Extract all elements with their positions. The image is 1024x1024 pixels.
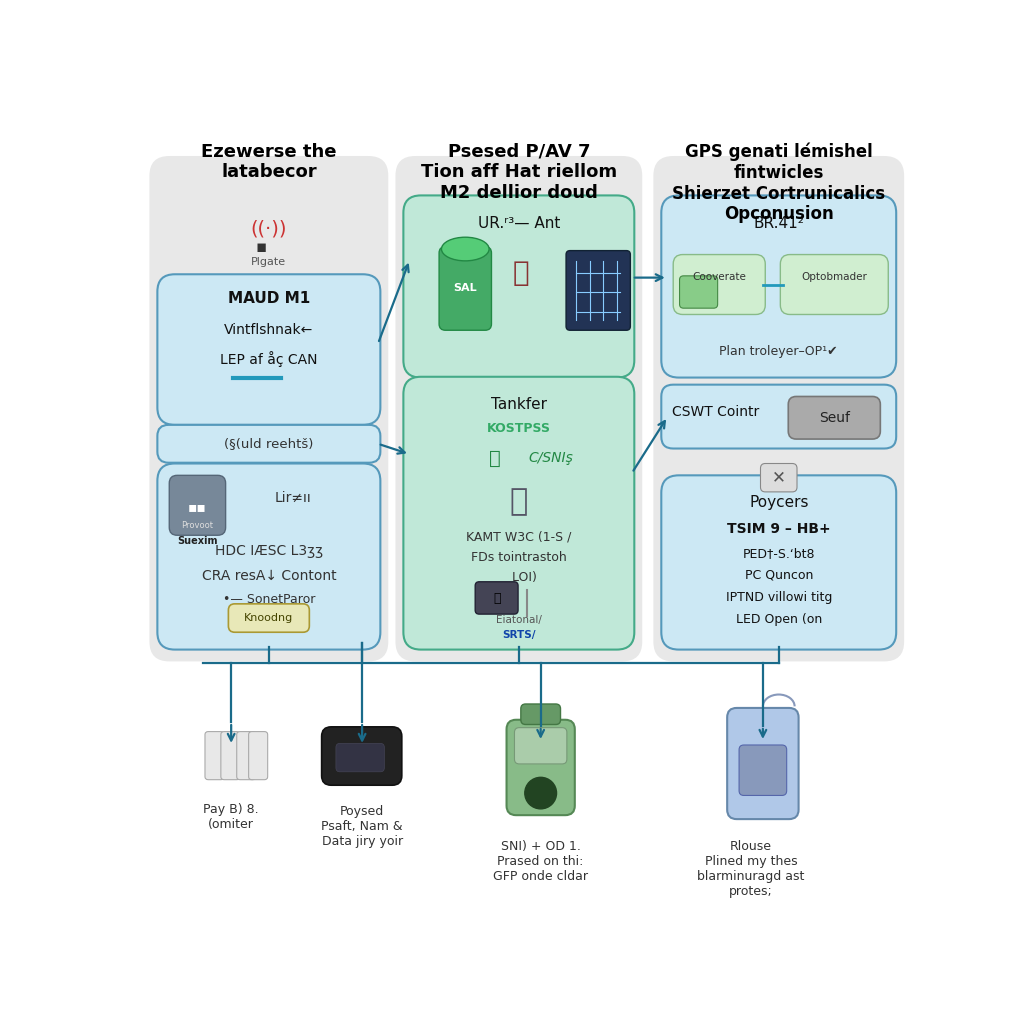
Text: (§(uld reehtš): (§(uld reehtš) (224, 437, 313, 451)
Text: Vintflshnak←: Vintflshnak← (224, 324, 313, 337)
Text: UR.ʳ³— Ant: UR.ʳ³— Ant (477, 216, 560, 231)
Text: Plgate: Plgate (251, 257, 287, 266)
FancyBboxPatch shape (158, 464, 380, 649)
Text: Suexim: Suexim (177, 536, 217, 546)
FancyBboxPatch shape (150, 156, 388, 662)
FancyBboxPatch shape (221, 731, 240, 779)
FancyBboxPatch shape (788, 396, 881, 439)
Text: 🍃: 🍃 (489, 449, 501, 468)
Text: Tankfer: Tankfer (490, 397, 547, 412)
Text: 🚗: 🚗 (513, 259, 529, 287)
FancyBboxPatch shape (395, 156, 642, 662)
FancyBboxPatch shape (158, 425, 380, 463)
Text: CSWT Cointr: CSWT Cointr (672, 404, 759, 419)
Text: Cooverate: Cooverate (692, 271, 746, 282)
FancyBboxPatch shape (237, 731, 256, 779)
FancyBboxPatch shape (727, 708, 799, 819)
Text: Pay B) 8.
(omiter: Pay B) 8. (omiter (204, 804, 259, 831)
Text: ✕: ✕ (772, 469, 785, 486)
FancyBboxPatch shape (780, 255, 888, 314)
FancyBboxPatch shape (336, 743, 384, 772)
Text: Seuf: Seuf (819, 411, 850, 425)
Text: LOI): LOI) (501, 571, 538, 585)
Text: Rlouse
Plined my thes
blarminuragd ast
protes;: Rlouse Plined my thes blarminuragd ast p… (697, 841, 805, 898)
Text: Optobmader: Optobmader (802, 271, 867, 282)
Circle shape (525, 777, 557, 809)
Text: Psesed P/AV 7
Tion aff Hat riellom
M2 dellior doud: Psesed P/AV 7 Tion aff Hat riellom M2 de… (421, 142, 616, 202)
FancyBboxPatch shape (739, 745, 786, 796)
Text: Poycers: Poycers (749, 496, 809, 510)
FancyBboxPatch shape (158, 274, 380, 425)
Text: SNI) + OD 1.
Prased on thi:
GFP onde cldar: SNI) + OD 1. Prased on thi: GFP onde cld… (494, 841, 588, 884)
FancyBboxPatch shape (403, 377, 634, 649)
Text: Plan troleyer–OP¹✔: Plan troleyer–OP¹✔ (720, 345, 838, 358)
Text: PC Quncon: PC Quncon (744, 569, 813, 582)
Text: Knoodng: Knoodng (245, 613, 294, 623)
Text: BR.41²: BR.41² (754, 216, 804, 231)
Text: LED Open (on: LED Open (on (735, 613, 822, 626)
FancyBboxPatch shape (475, 582, 518, 614)
Text: LEP af åç CAN: LEP af åç CAN (220, 351, 317, 368)
Text: ((·)): ((·)) (251, 220, 287, 239)
Text: C/SNIş: C/SNIş (528, 451, 573, 465)
FancyBboxPatch shape (403, 196, 634, 378)
FancyBboxPatch shape (566, 251, 631, 331)
FancyBboxPatch shape (680, 275, 718, 308)
Text: PED†-S.ʻbt8: PED†-S.ʻbt8 (742, 547, 815, 560)
FancyBboxPatch shape (228, 604, 309, 632)
FancyBboxPatch shape (514, 728, 567, 764)
Text: SAL: SAL (454, 284, 477, 294)
Text: Lir≠ıı: Lir≠ıı (274, 490, 311, 505)
Text: IPTND villowi titg: IPTND villowi titg (726, 591, 831, 604)
Text: SRTS/: SRTS/ (502, 631, 536, 640)
Text: •— SonetParor: •— SonetParor (222, 594, 315, 606)
Text: ▪: ▪ (255, 238, 266, 256)
Text: CRA resA↓ Contont: CRA resA↓ Contont (202, 569, 336, 584)
Ellipse shape (441, 238, 489, 261)
FancyBboxPatch shape (169, 475, 225, 536)
Text: HDC IÆSC L3ʒʒ: HDC IÆSC L3ʒʒ (215, 544, 323, 558)
Text: Eiatonal/: Eiatonal/ (496, 614, 542, 625)
FancyBboxPatch shape (662, 475, 896, 649)
FancyBboxPatch shape (521, 703, 560, 725)
Text: KAMT W3C (1-S /: KAMT W3C (1-S / (466, 530, 571, 544)
FancyBboxPatch shape (662, 196, 896, 378)
FancyBboxPatch shape (673, 255, 765, 314)
FancyBboxPatch shape (322, 727, 401, 785)
Text: Provoot: Provoot (181, 520, 213, 529)
FancyBboxPatch shape (205, 731, 224, 779)
FancyBboxPatch shape (507, 720, 574, 815)
FancyBboxPatch shape (653, 156, 904, 662)
Text: Ezewerse the
latabecor: Ezewerse the latabecor (201, 142, 337, 181)
Text: GPS genati lémishel
fintwicles
Shierzet Cortrunicalics
Opconusion: GPS genati lémishel fintwicles Shierzet… (672, 142, 886, 223)
Text: 🖼: 🖼 (493, 592, 501, 605)
Text: KOSTPSS: KOSTPSS (486, 422, 551, 434)
FancyBboxPatch shape (439, 247, 492, 331)
Text: ▪▪: ▪▪ (187, 500, 207, 514)
Text: 🚙: 🚙 (510, 486, 528, 516)
Text: FDs tointrastoh: FDs tointrastoh (471, 551, 566, 564)
FancyBboxPatch shape (662, 385, 896, 449)
Text: Poysed
Psaft, Nam &
Data jiry yoir: Poysed Psaft, Nam & Data jiry yoir (322, 805, 402, 848)
Text: TSIM 9 – HB+: TSIM 9 – HB+ (727, 522, 830, 536)
FancyBboxPatch shape (761, 464, 797, 492)
Text: MAUD M1: MAUD M1 (227, 291, 310, 306)
FancyBboxPatch shape (249, 731, 267, 779)
